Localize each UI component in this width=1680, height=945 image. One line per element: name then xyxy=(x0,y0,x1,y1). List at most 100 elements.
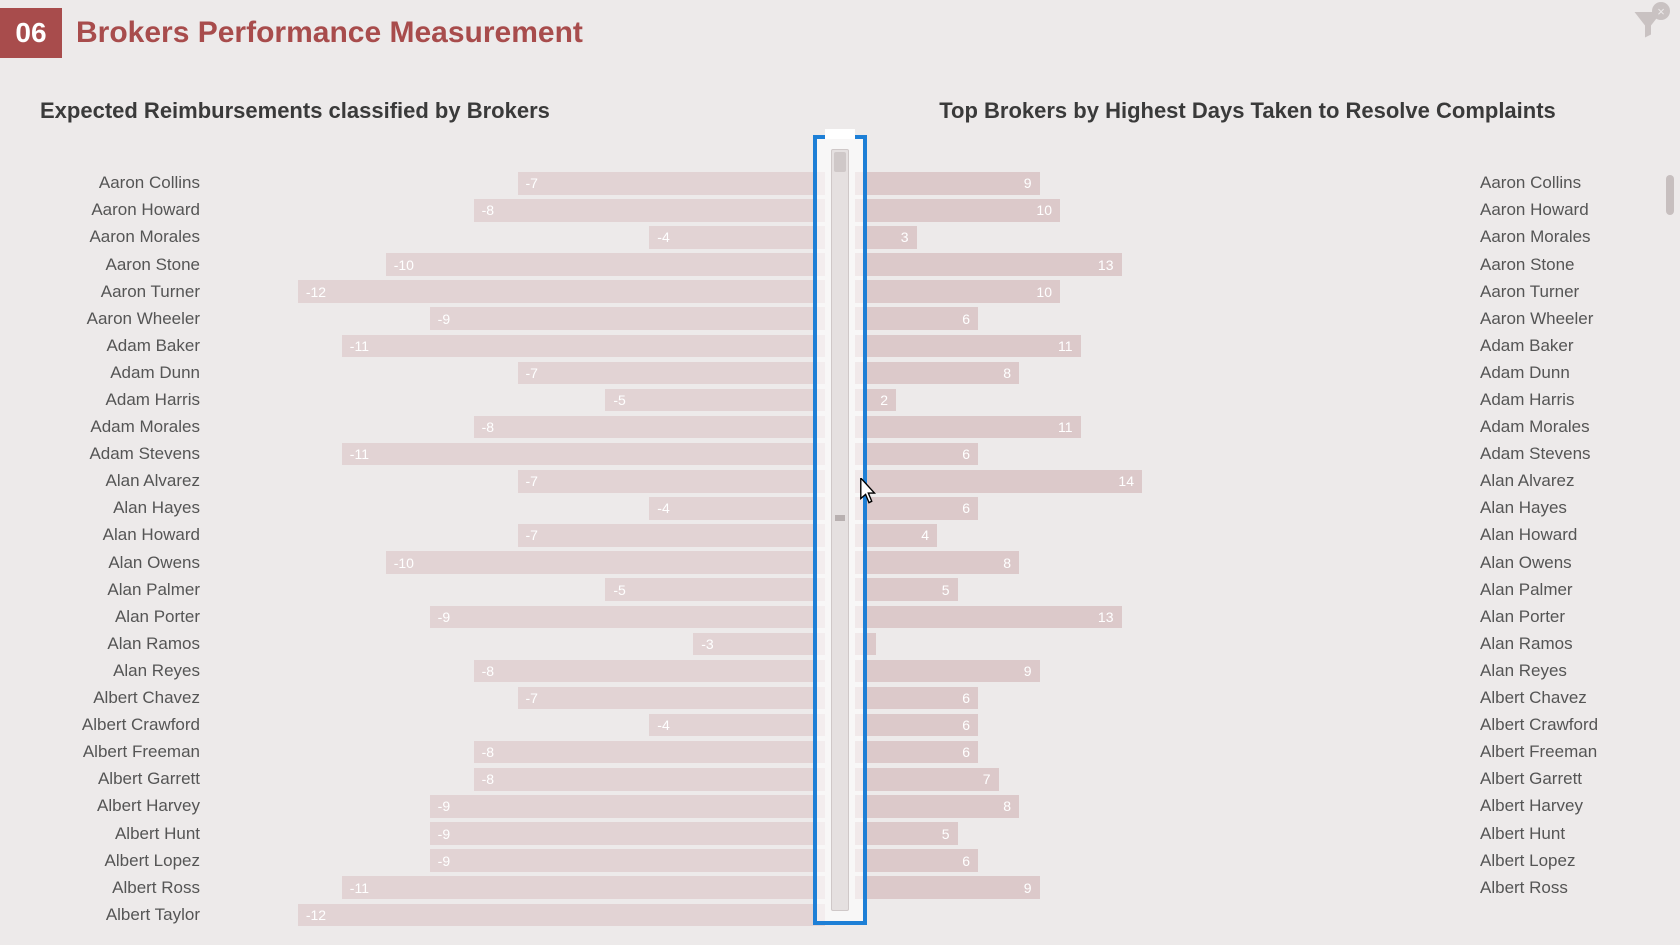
right-chart-row[interactable]: 10Aaron Turner xyxy=(855,280,1640,303)
bar[interactable]: 11 xyxy=(855,335,1081,358)
bar[interactable]: 6 xyxy=(855,307,978,330)
right-chart-row[interactable]: 11Adam Baker xyxy=(855,335,1640,358)
bar[interactable]: -8 xyxy=(474,741,825,764)
bar[interactable]: -7 xyxy=(518,470,826,493)
right-chart-row[interactable]: 14Alan Alvarez xyxy=(855,470,1640,493)
scrollbar-thumb[interactable] xyxy=(834,152,846,172)
right-chart-row[interactable]: 9Alan Reyes xyxy=(855,660,1640,683)
left-chart-row[interactable]: Albert Harvey-9 xyxy=(40,795,825,818)
bar[interactable]: 7 xyxy=(855,768,999,791)
left-chart-row[interactable]: Albert Freeman-8 xyxy=(40,741,825,764)
left-chart-row[interactable]: Albert Hunt-9 xyxy=(40,822,825,845)
filter-icon[interactable] xyxy=(1630,6,1666,42)
bar[interactable]: 10 xyxy=(855,199,1060,222)
bar[interactable]: 5 xyxy=(855,578,958,601)
bar[interactable]: -9 xyxy=(430,849,825,872)
bar[interactable]: -9 xyxy=(430,795,825,818)
bar[interactable]: -3 xyxy=(693,633,825,656)
bar[interactable]: 5 xyxy=(855,822,958,845)
left-chart-row[interactable]: Albert Crawford-4 xyxy=(40,714,825,737)
bar[interactable]: 6 xyxy=(855,849,978,872)
right-chart-row[interactable]: 6Albert Lopez xyxy=(855,849,1640,872)
right-chart-row[interactable]: 6Adam Stevens xyxy=(855,443,1640,466)
filter-clear-badge[interactable] xyxy=(1652,2,1670,20)
left-chart-row[interactable]: Aaron Turner-12 xyxy=(40,280,825,303)
bar[interactable]: 4 xyxy=(855,524,937,547)
bar[interactable]: -9 xyxy=(430,606,825,629)
bar[interactable]: -12 xyxy=(298,280,825,303)
bar[interactable]: -10 xyxy=(386,253,825,276)
right-chart-row[interactable]: 6Alan Hayes xyxy=(855,497,1640,520)
bar[interactable]: 9 xyxy=(855,660,1040,683)
left-chart-row[interactable]: Adam Dunn-7 xyxy=(40,362,825,385)
right-chart-row[interactable]: 8Alan Owens xyxy=(855,551,1640,574)
left-chart-row[interactable]: Aaron Wheeler-9 xyxy=(40,307,825,330)
bar[interactable]: -7 xyxy=(518,687,826,710)
left-chart-row[interactable]: Albert Ross-11 xyxy=(40,876,825,899)
bar[interactable]: 6 xyxy=(855,687,978,710)
bar[interactable]: 13 xyxy=(855,253,1122,276)
bar[interactable]: -4 xyxy=(649,714,825,737)
right-chart-row[interactable]: 6Albert Freeman xyxy=(855,741,1640,764)
left-chart-row[interactable]: Alan Alvarez-7 xyxy=(40,470,825,493)
bar[interactable]: -4 xyxy=(649,226,825,249)
left-chart-row[interactable]: Alan Palmer-5 xyxy=(40,578,825,601)
right-chart-row[interactable]: 11Adam Morales xyxy=(855,416,1640,439)
left-chart-row[interactable]: Albert Chavez-7 xyxy=(40,687,825,710)
right-chart-row[interactable]: 6Albert Crawford xyxy=(855,714,1640,737)
bar[interactable]: -7 xyxy=(518,524,826,547)
right-chart-row[interactable]: 6Aaron Wheeler xyxy=(855,307,1640,330)
right-chart-row[interactable]: 13Alan Porter xyxy=(855,606,1640,629)
bar[interactable]: -5 xyxy=(605,578,825,601)
bar[interactable]: -7 xyxy=(518,172,826,195)
bar[interactable]: -4 xyxy=(649,497,825,520)
right-chart-row[interactable]: 5Alan Palmer xyxy=(855,578,1640,601)
left-chart-row[interactable]: Albert Lopez-9 xyxy=(40,849,825,872)
bar[interactable]: -7 xyxy=(518,362,826,385)
right-chart-row[interactable]: 8Albert Harvey xyxy=(855,795,1640,818)
right-chart-row[interactable]: 8Adam Dunn xyxy=(855,362,1640,385)
bar[interactable]: -11 xyxy=(342,443,825,466)
bar[interactable]: 8 xyxy=(855,362,1019,385)
bar[interactable]: -11 xyxy=(342,335,825,358)
scrollbar-track[interactable] xyxy=(831,149,849,911)
bar[interactable]: 9 xyxy=(855,172,1040,195)
bar[interactable]: -11 xyxy=(342,876,825,899)
bar[interactable]: 6 xyxy=(855,497,978,520)
bar[interactable]: -9 xyxy=(430,307,825,330)
right-chart-row[interactable]: 5Albert Hunt xyxy=(855,822,1640,845)
bar[interactable]: -5 xyxy=(605,389,825,412)
left-chart-row[interactable]: Aaron Howard-8 xyxy=(40,199,825,222)
bar[interactable]: 6 xyxy=(855,714,978,737)
bar[interactable]: 8 xyxy=(855,795,1019,818)
right-chart-row[interactable]: 9Albert Ross xyxy=(855,876,1640,899)
right-chart-row[interactable]: 10Aaron Howard xyxy=(855,199,1640,222)
bar[interactable]: -10 xyxy=(386,551,825,574)
bar[interactable]: -8 xyxy=(474,660,825,683)
left-chart-row[interactable]: Albert Garrett-8 xyxy=(40,768,825,791)
bar[interactable]: -8 xyxy=(474,416,825,439)
right-chart-row[interactable]: 13Aaron Stone xyxy=(855,253,1640,276)
left-chart-row[interactable]: Adam Baker-11 xyxy=(40,335,825,358)
left-chart-row[interactable]: Albert Taylor-12 xyxy=(40,904,825,927)
bar[interactable]: -8 xyxy=(474,768,825,791)
right-chart-row[interactable]: 7Albert Garrett xyxy=(855,768,1640,791)
bar[interactable]: -8 xyxy=(474,199,825,222)
bar[interactable]: 8 xyxy=(855,551,1019,574)
right-chart-row[interactable]: 4Alan Howard xyxy=(855,524,1640,547)
right-chart-row[interactable]: 3Aaron Morales xyxy=(855,226,1640,249)
bar[interactable]: -12 xyxy=(298,904,825,927)
left-chart-row[interactable]: Alan Howard-7 xyxy=(40,524,825,547)
right-chart-row[interactable]: 9Aaron Collins xyxy=(855,172,1640,195)
bar[interactable]: 13 xyxy=(855,606,1122,629)
bar[interactable]: -9 xyxy=(430,822,825,845)
left-chart-row[interactable]: Aaron Collins-7 xyxy=(40,172,825,195)
right-chart-row[interactable]: 1Alan Ramos xyxy=(855,633,1640,656)
bar[interactable]: 6 xyxy=(855,443,978,466)
right-chart-scrollbar[interactable] xyxy=(1666,175,1674,215)
left-chart-row[interactable]: Alan Owens-10 xyxy=(40,551,825,574)
left-chart-row[interactable]: Alan Ramos-3 xyxy=(40,633,825,656)
bar[interactable]: 6 xyxy=(855,741,978,764)
bar[interactable]: 10 xyxy=(855,280,1060,303)
left-chart-row[interactable]: Alan Reyes-8 xyxy=(40,660,825,683)
